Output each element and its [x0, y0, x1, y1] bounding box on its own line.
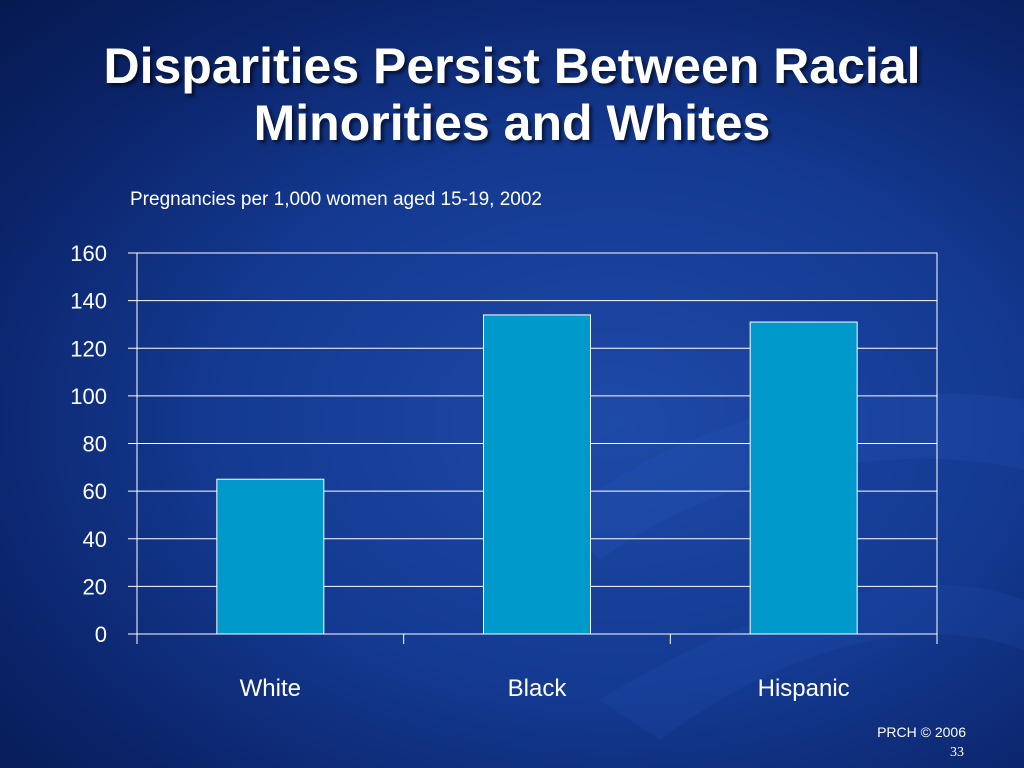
y-tick-label: 20	[83, 574, 107, 599]
y-tick-label: 40	[83, 527, 107, 552]
slide-title-line-1: Disparities Persist Between Racial	[103, 38, 921, 94]
y-tick-label: 0	[95, 622, 107, 647]
slide-title-line-2: Minorities and Whites	[253, 95, 771, 151]
y-tick-label: 140	[70, 289, 107, 314]
y-tick-label: 120	[70, 336, 107, 361]
y-tick-label: 80	[83, 432, 107, 457]
x-category-label: White	[240, 675, 301, 702]
slide-title: Disparities Persist Between Racial Minor…	[0, 38, 1024, 152]
x-category-label: Black	[508, 675, 568, 702]
bar-hispanic	[749, 321, 858, 635]
y-tick-label: 160	[70, 241, 107, 266]
bar-black	[483, 314, 591, 635]
chart-title: Pregnancies per 1,000 women aged 15-19, …	[130, 189, 542, 210]
y-tick-label: 60	[83, 479, 107, 504]
x-category-label: Hispanic	[758, 675, 850, 702]
bar-white	[216, 478, 325, 635]
slide-number: 33	[950, 745, 964, 760]
copyright-footer: PRCH © 2006	[877, 724, 966, 740]
y-tick-label: 100	[70, 384, 107, 409]
